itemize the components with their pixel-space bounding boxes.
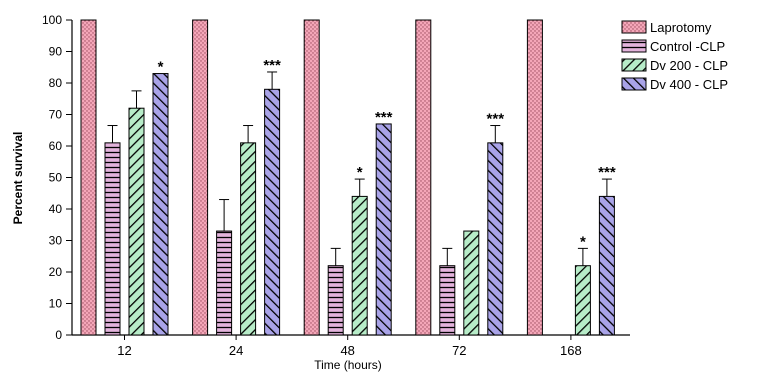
y-tick-label: 60 (49, 139, 63, 153)
bar-dv-200-clp-24 (240, 142, 257, 336)
bar-dv-200-clp-168 (574, 265, 591, 336)
bar-dv-400-clp-24 (264, 88, 281, 336)
bar-dv-400-clp-48 (375, 123, 392, 336)
bar-laprotomy-168 (526, 19, 543, 336)
bars: *12***24****48***72****168 (80, 19, 616, 358)
bar-dv-200-clp-48 (351, 195, 368, 336)
legend-label: Dv 200 - CLP (650, 58, 728, 73)
y-tick-label: 100 (42, 13, 62, 27)
bar-control-clp-48 (327, 265, 344, 336)
x-tick-label: 12 (117, 343, 131, 358)
bar-control-clp-72 (439, 265, 456, 336)
legend-label: Laprotomy (650, 20, 712, 35)
y-tick-label: 10 (49, 297, 63, 311)
legend: Laprotomy Control -CLP Dv 200 - CLP Dv 400 … (621, 20, 728, 92)
bar-dv-400-clp-72 (487, 142, 504, 336)
bar-laprotomy-12 (80, 19, 97, 336)
y-tick-label: 30 (49, 234, 63, 248)
bar-control-clp-12 (104, 142, 121, 336)
bar-laprotomy-72 (415, 19, 432, 336)
legend-swatch (621, 20, 647, 34)
bar-dv-200-clp-12 (128, 107, 145, 336)
x-tick-label: 24 (229, 343, 243, 358)
y-tick-label: 80 (49, 76, 63, 90)
legend-swatch (621, 39, 647, 53)
x-tick-label: 72 (452, 343, 466, 358)
y-tick-label: 70 (49, 108, 63, 122)
x-tick-label: 48 (340, 343, 354, 358)
legend-swatch (621, 77, 647, 91)
bar-dv-200-clp-72 (463, 230, 480, 336)
bar-dv-400-clp-168 (598, 195, 615, 336)
significance-annotation: *** (375, 109, 393, 126)
bar-dv-400-clp-12 (152, 73, 169, 336)
significance-annotation: *** (263, 57, 281, 74)
y-tick-label: 40 (49, 202, 63, 216)
significance-annotation: * (580, 233, 586, 250)
significance-annotation: *** (598, 164, 616, 181)
significance-annotation: * (357, 164, 363, 181)
significance-annotation: *** (487, 111, 505, 128)
bar-control-clp-24 (216, 230, 233, 336)
bar-laprotomy-24 (192, 19, 209, 336)
y-tick-label: 90 (49, 45, 63, 59)
y-tick-label: 20 (49, 265, 63, 279)
x-axis-label: Time (hours) (314, 358, 382, 372)
significance-annotation: * (158, 59, 164, 76)
y-tick-label: 0 (55, 328, 62, 342)
bar-laprotomy-48 (303, 19, 320, 336)
x-tick-label: 168 (560, 343, 582, 358)
legend-label: Dv 400 - CLP (650, 77, 728, 92)
legend-label: Control -CLP (650, 39, 725, 54)
legend-swatch (621, 58, 647, 72)
y-tick-label: 50 (49, 171, 63, 185)
y-axis-label: Percent survival (11, 132, 25, 225)
